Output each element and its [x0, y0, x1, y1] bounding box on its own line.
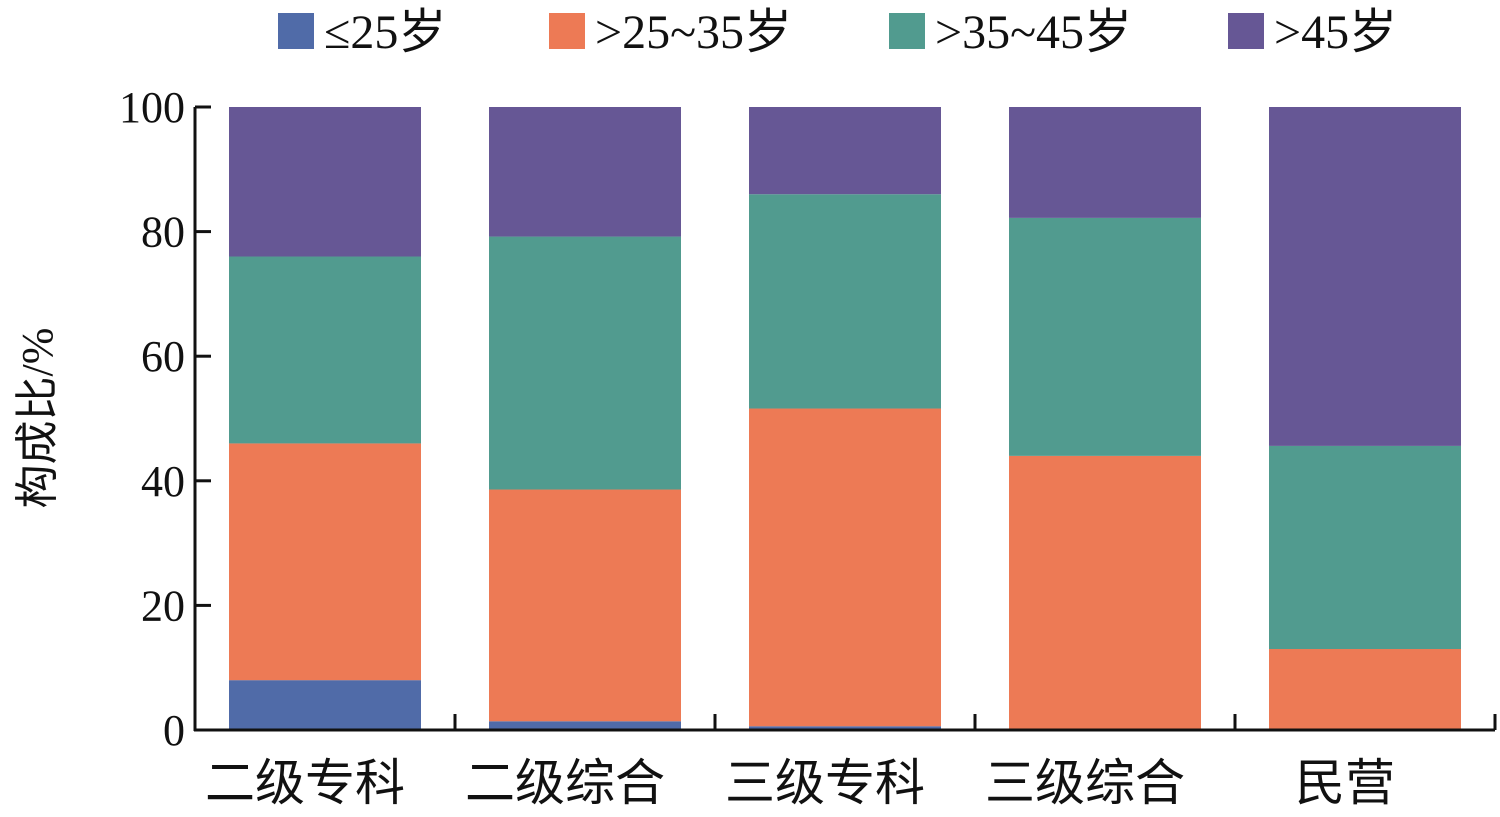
bar-segment-3-3 [1009, 107, 1201, 218]
legend-swatch [1228, 13, 1264, 49]
bar-segment-4-2 [1269, 445, 1461, 650]
y-tick-label: 40 [141, 457, 185, 506]
legend-label: >35~45岁 [935, 6, 1132, 59]
y-tick-label: 100 [119, 83, 185, 132]
y-axis-label: 构成比/% [13, 328, 62, 509]
bar-segment-2-3 [749, 107, 941, 195]
legend: ≤25岁 >25~35岁 >35~45岁 >45岁 [278, 6, 1397, 59]
legend-label: ≤25岁 [324, 6, 446, 59]
bar-segment-0-0 [229, 680, 421, 730]
bar-segment-2-2 [749, 194, 941, 409]
bar-segment-3-1 [1009, 455, 1201, 730]
legend-label: >45岁 [1274, 6, 1397, 59]
bar-segment-0-3 [229, 107, 421, 257]
axes [193, 107, 1497, 732]
bar-segment-2-0 [749, 726, 941, 730]
x-category-label: 三级综合 [985, 755, 1185, 811]
x-category-label: 三级专科 [725, 755, 925, 811]
bar-segment-1-3 [489, 107, 681, 237]
bar-segment-0-1 [229, 443, 421, 681]
legend-swatch [278, 13, 314, 49]
legend-swatch [549, 13, 585, 49]
y-tick-label: 80 [141, 208, 185, 257]
x-category-label: 二级专科 [205, 755, 405, 811]
y-tick-label: 20 [141, 581, 185, 630]
x-category-labels: 二级专科 二级综合 三级专科 三级综合 民营 [205, 755, 1395, 811]
y-tick-label: 0 [163, 706, 185, 755]
y-tick-label: 60 [141, 332, 185, 381]
x-category-label: 二级综合 [465, 755, 665, 811]
y-ticks: 0 20 40 60 80 100 [119, 83, 211, 755]
bar-segment-4-1 [1269, 649, 1461, 730]
x-category-label: 民营 [1295, 755, 1395, 811]
bar-segment-3-2 [1009, 217, 1201, 456]
legend-swatch [889, 13, 925, 49]
bar-segment-1-2 [489, 236, 681, 490]
legend-label: >25~35岁 [595, 6, 792, 59]
bar-segment-1-0 [489, 721, 681, 730]
bars [229, 107, 1461, 730]
bar-segment-2-1 [749, 408, 941, 727]
bar-segment-4-3 [1269, 107, 1461, 446]
bar-segment-1-1 [489, 489, 681, 722]
bar-segment-0-2 [229, 256, 421, 444]
